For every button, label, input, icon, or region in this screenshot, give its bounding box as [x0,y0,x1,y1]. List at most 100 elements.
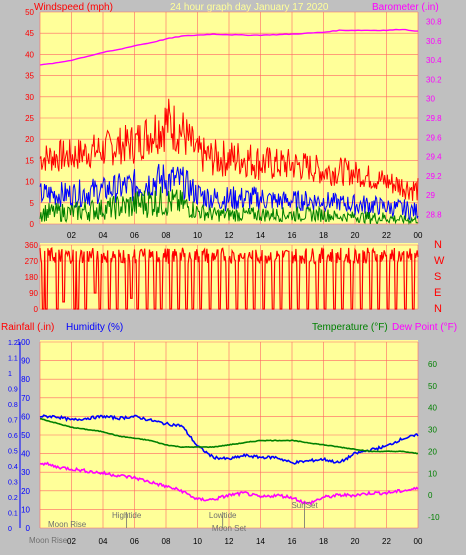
wind-hour-label: 22 [382,231,391,240]
windspeed-axis-title: Windspeed (mph) [34,2,113,13]
wind-hour-label: 08 [162,231,171,240]
baro-tick-label: 30.4 [426,56,442,65]
baro-tick-label: 29.2 [426,172,442,181]
rainfall-tick-label: 1 [8,371,12,378]
humidity-tick-label: 50 [21,431,30,440]
temp-hour-label: 12 [225,537,234,546]
wind-hour-label: 00 [414,231,423,240]
temp-series-temperature [40,418,419,455]
wind-tick-label: 45 [25,29,34,38]
rainfall-tick-label: 0.4 [8,464,18,471]
temp-hour-label: 20 [351,537,360,546]
dir-tick-label: 360 [25,241,39,250]
dir-tick-label: 180 [25,273,39,282]
rainfall-tick-label: 0.5 [8,449,18,456]
humidity-tick-label: 40 [21,450,30,459]
wind-hour-label: 14 [256,231,265,240]
baro-tick-label: 29 [426,191,435,200]
rainfall-tick-label: 0 [8,526,12,533]
event-label: Moon Rise [48,520,87,529]
dir-tick-label: 0 [34,305,39,314]
wind-tick-label: 15 [25,156,34,165]
rainfall-tick-label: 0.3 [8,480,18,487]
rainfall-tick-label: 0.9 [8,387,18,394]
temperature-tick-label: 60 [428,360,437,369]
wind-tick-label: 25 [25,114,34,123]
rainfall-tick-label: 0.2 [8,495,18,502]
humidity-axis-title: Humidity (%) [66,322,123,333]
temp-hour-label: 14 [256,537,265,546]
wind-tick-label: 20 [25,135,34,144]
rainfall-tick-label: 0.6 [8,433,18,440]
direction-chart: 0 90 180 270 360 [25,241,419,314]
baro-tick-label: 30 [426,95,435,104]
wind-hour-label: 02 [67,231,76,240]
barometer-line [39,28,418,66]
temperature-tick-label: 20 [428,447,437,456]
baro-tick-label: 30.8 [426,18,442,27]
humidity-tick-label: 70 [21,394,30,403]
rainfall-tick-label: 0.1 [8,511,18,518]
rainfall-tick-label: 1.2 [8,340,18,347]
temp-hour-label: 18 [319,537,328,546]
event-label: SunSet [291,501,318,510]
rainfall-tick-label: 0.7 [8,418,18,425]
wind-tick-label: 35 [25,72,34,81]
compass-w: W [434,255,445,267]
temp-hour-label: 16 [288,537,297,546]
temperature-tick-label: 50 [428,382,437,391]
baro-tick-label: 28.8 [426,210,442,219]
compass-n-top: N [434,239,442,251]
temperature-tick-label: 0 [428,491,433,500]
compass-e: E [434,287,441,299]
temperature-tick-label: -10 [428,513,440,522]
wind-tick-label: 10 [25,178,34,187]
temperature-axis-title: Temperature (°F) [312,322,388,333]
baro-tick-label: 30.6 [426,37,442,46]
temp-hour-label: 08 [162,537,171,546]
rainfall-tick-label: 0.8 [8,402,18,409]
humidity-tick-label: 30 [21,468,30,477]
temperature-tick-label: 30 [428,426,437,435]
wind-hour-label: 20 [351,231,360,240]
wind-hour-label: 04 [99,231,108,240]
temp-hour-label: 22 [382,537,391,546]
wind-hour-label: 12 [225,231,234,240]
humidity-tick-label: 90 [21,357,30,366]
wind-chart: 0 5 10 15 20 25 30 35 40 45 50 28.8 29 29.2 29.4 29.6 29… [25,8,442,240]
barometer-axis-title: Barometer (.in) [372,2,439,13]
humidity-tick-label: 60 [21,412,30,421]
baro-tick-label: 29.6 [426,133,442,142]
wind-series-green [39,186,419,226]
rainfall-tick-label: 1.1 [8,356,18,363]
humidity-tick-label: 100 [17,338,31,347]
temp-hour-label: 10 [193,537,202,546]
baro-tick-label: 29.8 [426,114,442,123]
temp-hour-label: 02 [67,537,76,546]
temp-series-dew-point [39,461,419,506]
event-label: Hightide [112,511,142,520]
wind-tick-label: 50 [25,8,34,17]
baro-tick-label: 30.2 [426,75,442,84]
event-label: Lowtide [209,511,237,520]
dir-tick-label: 270 [25,257,39,266]
wind-tick-label: 30 [25,93,34,102]
graph-title: 24 hour graph day January 17 2020 [170,2,329,13]
wind-series-wind [39,163,419,222]
temp-hour-label: 00 [414,537,423,546]
baro-tick-label: 29.4 [426,153,442,162]
event-label: Moon Set [212,524,247,533]
humidity-tick-label: 10 [21,505,30,514]
humidity-tick-label: 20 [21,487,30,496]
temp-series-humidity [39,414,419,465]
wind-series-gust [39,98,419,201]
wind-tick-label: 5 [30,199,35,208]
temperature-chart: 010203040506070809010000.10.20.30.40.50.… [8,338,440,546]
temperature-tick-label: 10 [428,469,437,478]
temp-hour-label: 04 [99,537,108,546]
humidity-tick-label: 80 [21,375,30,384]
wind-tick-label: 40 [25,50,34,59]
wind-hour-label: 06 [130,231,139,240]
compass-n-bottom: N [434,303,442,315]
